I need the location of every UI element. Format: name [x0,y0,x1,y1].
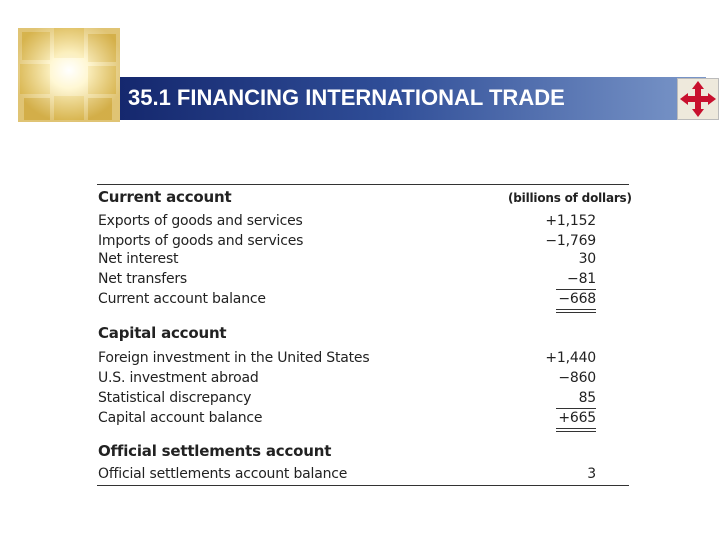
row-value: −860 [558,370,596,386]
nav-icon[interactable] [677,78,719,120]
row-label: Statistical discrepancy [98,390,252,406]
title-bar [120,77,706,120]
section-heading: Current account [98,188,232,206]
row-value: 85 [578,390,597,406]
slide-title: 35.1 FINANCING INTERNATIONAL TRADE [128,85,565,110]
unit-label: (billions of dollars) [508,191,632,205]
total-rule [556,431,596,432]
row-label: Current account balance [98,291,266,307]
row-value: −668 [558,291,596,307]
sum-rule [556,289,596,290]
row-label: Capital account balance [98,410,263,426]
row-label: Exports of goods and services [98,213,303,229]
row-value: 3 [587,466,596,482]
section-heading: Official settlements account [98,442,332,460]
total-rule [556,428,596,429]
row-label: Imports of goods and services [98,233,304,249]
total-rule [556,309,596,310]
row-value: 30 [578,251,597,267]
row-value: +665 [558,410,596,426]
row-value: −1,769 [545,233,596,249]
table-rule [97,184,629,185]
logo [18,28,120,122]
row-label: U.S. investment abroad [98,370,259,386]
table-rule [97,485,629,486]
sum-rule [556,408,596,409]
row-label: Official settlements account balance [98,466,348,482]
row-label: Foreign investment in the United States [98,350,370,366]
total-rule [556,312,596,313]
row-value: +1,152 [545,213,596,229]
row-label: Net transfers [98,271,188,287]
row-value: −81 [567,271,596,287]
section-heading: Capital account [98,324,227,342]
row-label: Net interest [98,251,179,267]
row-value: +1,440 [545,350,596,366]
